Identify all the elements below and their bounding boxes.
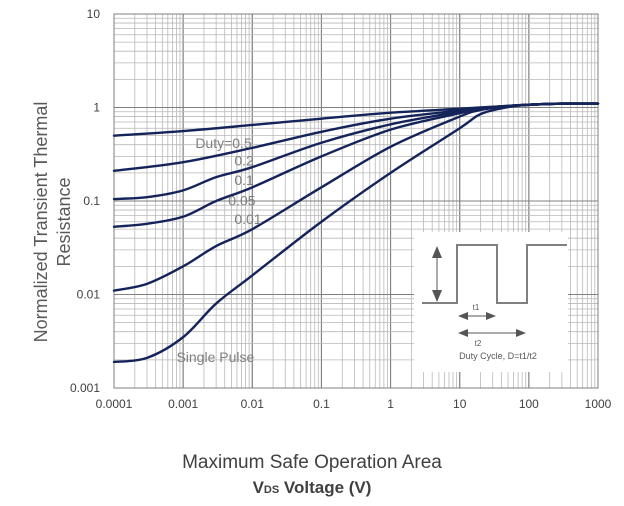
curve-label-1: 0.2 bbox=[234, 152, 254, 168]
curve-label-2: 0.1 bbox=[234, 172, 254, 188]
x-tick-label: 10 bbox=[453, 397, 467, 411]
t1-label: t1 bbox=[473, 303, 480, 312]
t2-arrow-right bbox=[516, 329, 526, 337]
x-axis-label: Maximum Safe Operation Area bbox=[182, 452, 442, 473]
series-layer bbox=[112, 102, 600, 364]
x-tick-label: 0.01 bbox=[241, 397, 265, 411]
t1-arrow-left bbox=[458, 312, 468, 320]
x-tick-label: 100 bbox=[519, 397, 539, 411]
x-tick-label: 0.001 bbox=[168, 397, 198, 411]
curve-label-4: 0.01 bbox=[234, 211, 261, 227]
amplitude-arrow-top bbox=[432, 246, 442, 258]
x-axis-sublabel-suffix: Voltage (V) bbox=[279, 478, 372, 497]
curve-label-5: Single Pulse bbox=[176, 349, 254, 365]
t2-arrow-left bbox=[458, 329, 468, 337]
series-line-5 bbox=[112, 102, 600, 364]
t1-arrow-right bbox=[486, 312, 496, 320]
plot-frame bbox=[113, 13, 599, 389]
duty-cycle-caption: Duty Cycle, D=t1/t2 bbox=[459, 351, 537, 361]
x-tick-label: 1 bbox=[387, 397, 394, 411]
y-axis-label-line-2: Resistance bbox=[53, 177, 74, 267]
curve-labels: Duty=0.50.2 0.1 0.05 0.01 Single Pulse bbox=[176, 135, 261, 365]
y-axis-label-line-1: Normalized Transient Thermal bbox=[31, 101, 51, 343]
x-tick-label: 0.1 bbox=[313, 397, 330, 411]
pulse-waveform bbox=[422, 244, 567, 304]
x-axis-sublabel: VDS Voltage (V) bbox=[0, 478, 624, 498]
t2-label: t2 bbox=[475, 339, 482, 348]
y-tick-label: 10 bbox=[87, 7, 101, 21]
curve-label-0: Duty=0.5 bbox=[195, 135, 252, 151]
y-tick-label: 1 bbox=[93, 101, 100, 115]
y-axis-label: Normalized Transient Thermal Resistance bbox=[30, 22, 75, 422]
y-tick-label: 0.1 bbox=[83, 194, 100, 208]
duty-cycle-inset: t1 t2 Duty Cycle, D=t1/t2 bbox=[414, 232, 568, 372]
y-tick-label: 0.001 bbox=[70, 381, 100, 395]
curve-label-3: 0.05 bbox=[228, 192, 255, 208]
y-tick-label: 0.01 bbox=[77, 288, 101, 302]
x-axis-sublabel-prefix: V bbox=[252, 478, 264, 497]
x-tick-label: 0.0001 bbox=[96, 397, 133, 411]
tick-labels: 0.0001 0.001 0.01 0.1 1 10 100 1000 0.001 0.01 0.1… bbox=[70, 7, 612, 411]
x-tick-label: 1000 bbox=[585, 397, 612, 411]
x-axis-sublabel-subscript: DS bbox=[263, 484, 280, 496]
amplitude-arrow-bottom bbox=[432, 290, 442, 302]
